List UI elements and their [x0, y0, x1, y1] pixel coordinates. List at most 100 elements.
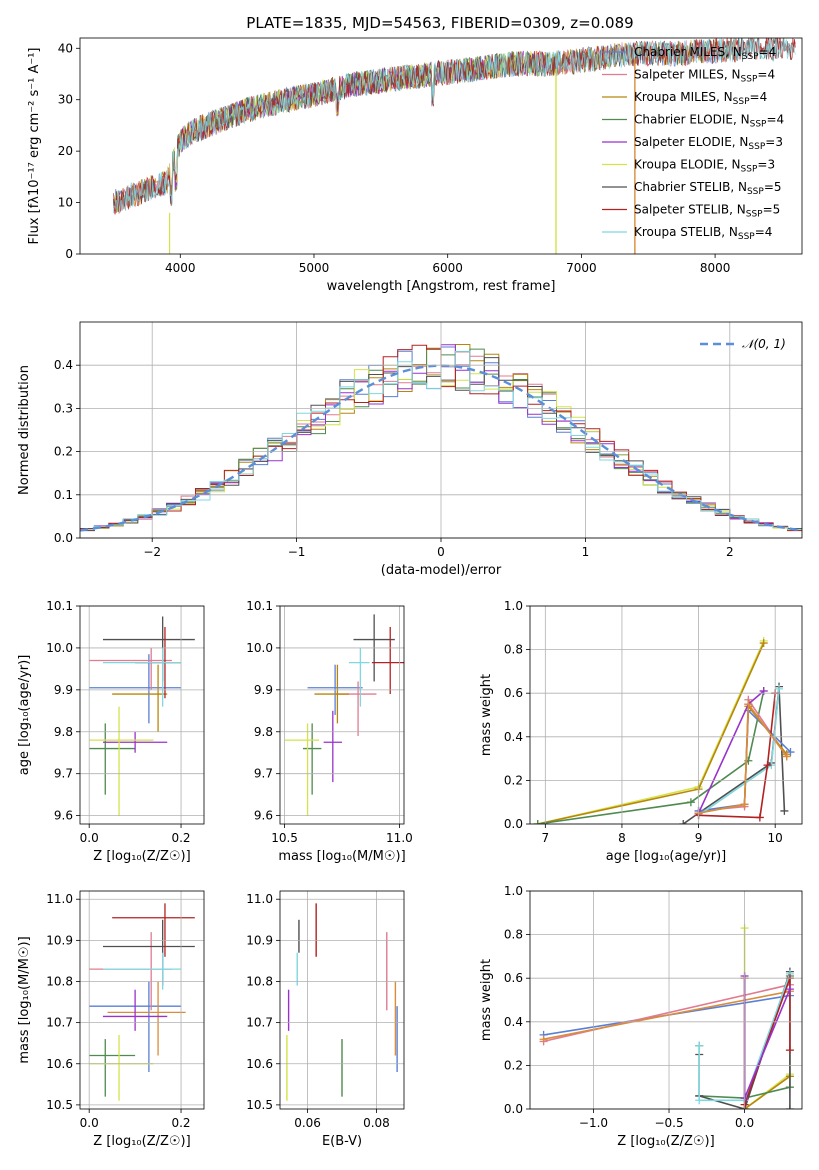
- spectrum-xlabel: wavelength [Angstrom, rest frame]: [327, 279, 556, 294]
- massweight-series-line: [698, 701, 788, 814]
- residuals-xtick-label: 1: [582, 545, 590, 559]
- ebv-xtick-label: 0.06: [294, 1116, 321, 1130]
- massweight-vs-z-ytick-label: 0.6: [504, 971, 523, 985]
- mass-vs-z-xlabel: Z [log₁₀(Z/Z☉)]: [93, 1134, 190, 1149]
- massweight-vs-z-ytick-label: 0.2: [504, 1058, 523, 1072]
- mass-vs-z-plot-area: [89, 903, 195, 1101]
- massweight-vs-age-xtick-label: 7: [542, 831, 550, 845]
- massweight-vs-age-xtick-label: 8: [618, 831, 626, 845]
- age-vs-mass-ytick-label: 10.0: [246, 641, 273, 655]
- age-vs-z-xtick-label: 0.2: [171, 831, 190, 845]
- age-vs-mass-xlabel: mass [log₁₀(M/M☉)]: [278, 849, 405, 864]
- mass-vs-z-ytick-label: 11.0: [46, 892, 73, 906]
- spectrum-series-line: [113, 38, 796, 214]
- massweight-marker: [775, 684, 784, 693]
- massweight-vs-z-ytick-label: 0.0: [504, 1102, 523, 1116]
- mass-vs-z-ylabel: mass [log₁₀(M/M☉)]: [17, 936, 32, 1063]
- residuals-ytick-label: 0.4: [54, 358, 73, 372]
- mass-vs-z-frame: [79, 890, 205, 1110]
- massweight-vs-z-ylabel: mass weight: [479, 959, 494, 1041]
- spectrum-ytick-label: 0: [65, 247, 73, 261]
- massweight-marker: [679, 820, 688, 824]
- massweight-series-line: [537, 642, 765, 824]
- spectrum-ytick-label: 30: [58, 93, 73, 107]
- massweight-series-line: [537, 690, 765, 824]
- legend-entry: Kroupa ELODIE, NSSP=3: [634, 158, 775, 175]
- massweight-vs-age-ytick-label: 0.0: [504, 817, 523, 831]
- spectrum-xtick-label: 5000: [299, 261, 330, 275]
- massweight-vs-z-ytick-label: 1.0: [504, 884, 523, 898]
- massweight-vs-age-ytick-label: 0.6: [504, 686, 523, 700]
- legend-entry: Chabrier MILES, NSSP=4: [634, 45, 776, 62]
- ebv-xtick-label: 0.08: [363, 1116, 390, 1130]
- spectrum-xtick-label: 7000: [566, 261, 597, 275]
- massweight-marker: [785, 985, 794, 994]
- age-vs-mass-ytick-label: 9.7: [254, 767, 273, 781]
- residuals-panel: −2 −1 0 1 2 0.0 0.1 0.2 0.3 0.4 (data-model)/error…: [17, 321, 803, 578]
- spectrum-ylabel: Flux [fλ10⁻¹⁷ erg cm⁻² s⁻¹ A⁻¹]: [27, 48, 42, 245]
- massweight-marker: [782, 752, 791, 761]
- massweight-vs-age-xtick-label: 10: [768, 831, 783, 845]
- massweight-vs-age-ytick-label: 0.8: [504, 643, 523, 657]
- massweight-marker: [759, 639, 768, 648]
- legend-entry: Salpeter MILES, NSSP=4: [634, 68, 775, 85]
- age-vs-z-ytick-label: 9.6: [54, 809, 73, 823]
- spectrum-ytick-label: 10: [58, 196, 73, 210]
- mass-vs-z-xtick-label: 0.2: [171, 1116, 190, 1130]
- age-vs-mass-ytick-label: 9.8: [254, 725, 273, 739]
- age-vs-mass-xtick-label: 10.5: [271, 831, 298, 845]
- massweight-vs-z-xtick-label: 0.0: [735, 1116, 754, 1130]
- age-vs-z-ytick-label: 9.7: [54, 767, 73, 781]
- mass-vs-z-xtick-label: 0.0: [80, 1116, 99, 1130]
- massweight-marker: [740, 800, 749, 809]
- spectrum-xtick-label: 8000: [700, 261, 731, 275]
- mass-vs-z-ytick-label: 10.6: [46, 1057, 73, 1071]
- massweight-marker: [686, 798, 695, 807]
- mass-vs-z-panel: 0.0 0.2 10.5 10.6 10.7 10.8 10.9 11.0 Z [log₁₀(Z…: [17, 890, 205, 1149]
- ebv-ytick-label: 10.7: [246, 1016, 273, 1030]
- age-vs-mass-frame: [279, 605, 405, 825]
- residuals-ytick-label: 0.2: [54, 445, 73, 459]
- massweight-vs-z-frame: [529, 890, 803, 1110]
- massweight-vs-z-ytick-label: 0.4: [504, 1015, 523, 1029]
- legend-entry: Chabrier ELODIE, NSSP=4: [634, 113, 784, 130]
- ebv-ytick-label: 10.8: [246, 974, 273, 988]
- spectrum-xtick-label: 6000: [432, 261, 463, 275]
- residuals-xtick-label: 2: [726, 545, 734, 559]
- age-vs-z-panel: 0.0 0.2 9.6 9.7 9.8 9.9 10.0 10.1 Z [log₁₀(Z/Z☉)…: [17, 599, 205, 864]
- mass-vs-z-ytick-label: 10.7: [46, 1016, 73, 1030]
- age-vs-mass-xtick-label: 11.0: [386, 831, 413, 845]
- age-vs-z-frame: [79, 605, 205, 825]
- spectrum-xtick-label: 4000: [165, 261, 196, 275]
- legend-entry: Kroupa STELIB, NSSP=4: [634, 225, 772, 242]
- age-vs-z-xlabel: Z [log₁₀(Z/Z☉)]: [93, 849, 190, 864]
- massweight-marker: [755, 813, 764, 822]
- ebv-xlabel: E(B-V): [322, 1134, 362, 1149]
- mass-vs-z-ytick-label: 10.8: [46, 974, 73, 988]
- massweight-vs-age-ylabel: mass weight: [479, 674, 494, 756]
- massweight-marker: [695, 1096, 704, 1105]
- massweight-marker: [785, 1046, 794, 1055]
- residuals-frame: [79, 321, 803, 539]
- massweight-marker: [695, 1041, 704, 1050]
- spectrum-ytick-label: 40: [58, 41, 73, 55]
- massweight-vs-z-xtick-label: −1.0: [579, 1116, 608, 1130]
- massweight-vs-age-ytick-label: 0.4: [504, 730, 523, 744]
- massweight-marker: [539, 1035, 548, 1044]
- age-vs-z-plot-area: [89, 616, 195, 816]
- spectrum-frame: [79, 37, 803, 255]
- massweight-vs-z-xtick-label: −0.5: [654, 1116, 683, 1130]
- massweight-marker: [759, 687, 768, 696]
- ebv-plot-area: [286, 903, 398, 1101]
- age-vs-z-ytick-label: 9.9: [54, 683, 73, 697]
- age-vs-mass-plot-area: [284, 614, 404, 816]
- massweight-vs-age-xtick-label: 9: [695, 831, 703, 845]
- massweight-marker: [744, 700, 753, 709]
- massweight-marker: [785, 1105, 794, 1109]
- age-vs-z-ytick-label: 10.1: [46, 599, 73, 613]
- age-vs-z-xtick-label: 0.0: [80, 831, 99, 845]
- legend-entry: Salpeter ELODIE, NSSP=3: [634, 135, 783, 152]
- massweight-vs-age-ytick-label: 1.0: [504, 599, 523, 613]
- massweight-vs-age-xlabel: age [log₁₀(age/yr)]: [606, 849, 727, 864]
- legend-entry: Chabrier STELIB, NSSP=5: [634, 180, 782, 197]
